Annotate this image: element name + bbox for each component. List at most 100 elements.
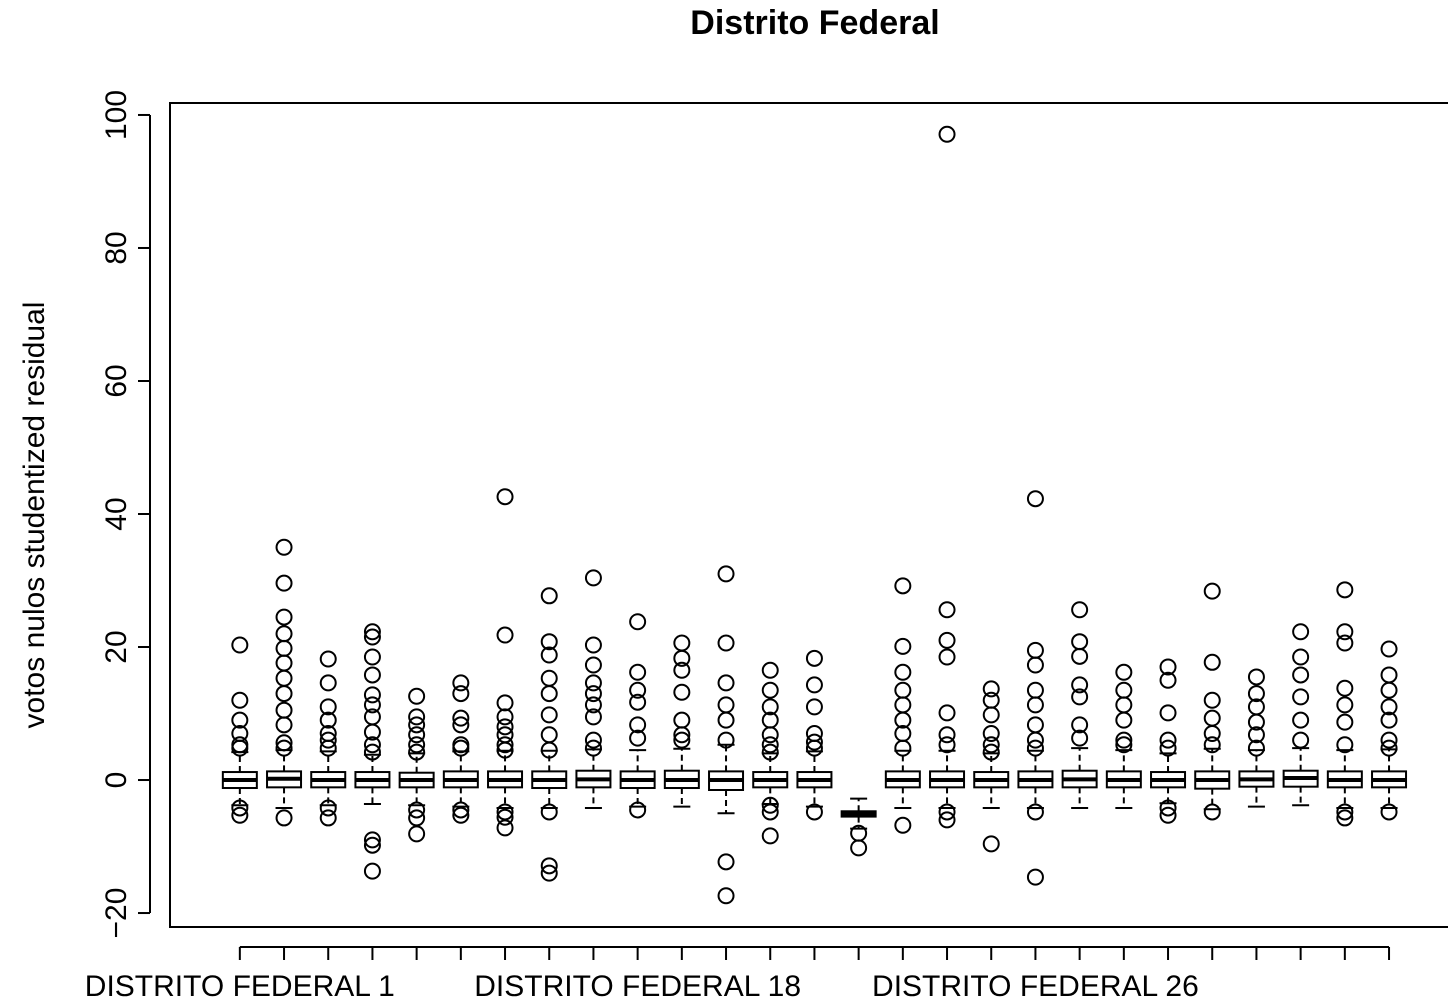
outlier [408,708,426,726]
outlier [452,736,470,754]
outlier [761,827,779,845]
outlier [629,693,647,711]
outlier [673,711,691,729]
outlier [1203,653,1221,671]
outlier [717,711,735,729]
outlier [894,577,912,595]
outlier [1026,681,1044,699]
outlier [673,683,691,701]
outlier [1026,656,1044,674]
outlier [408,687,426,705]
outlier [629,663,647,681]
outlier [1380,698,1398,716]
outlier [894,711,912,729]
outlier [805,724,823,742]
outlier [1159,731,1177,749]
outlier [629,613,647,631]
outlier [408,726,426,744]
outlier [319,799,337,817]
outlier [938,125,956,143]
outlier [452,806,470,824]
outlier [1380,640,1398,658]
outlier [584,636,602,654]
outlier [1203,709,1221,727]
outlier [1336,736,1354,754]
outlier [938,704,956,722]
outlier [805,676,823,694]
x-tick-label: DISTRITO FEDERAL 1 [85,970,395,1003]
outlier [1203,582,1221,600]
outlier [982,706,1000,724]
outlier [1159,806,1177,824]
outlier [1247,713,1265,731]
outlier [584,569,602,587]
outlier [938,803,956,821]
outlier [938,726,956,744]
outlier [717,731,735,749]
outlier [275,625,293,643]
outlier [1159,799,1177,817]
outlier [938,648,956,666]
outlier [761,681,779,699]
outlier [408,801,426,819]
outlier [275,639,293,657]
outlier [982,743,1000,761]
outlier [584,674,602,692]
outlier [540,633,558,651]
outlier [850,839,868,857]
outlier [1292,731,1310,749]
y-tick-label: 0 [100,772,133,789]
outlier [1159,671,1177,689]
outlier [982,691,1000,709]
outlier [982,724,1000,742]
outlier [408,825,426,843]
x-tick-label: DISTRITO FEDERAL 26 [872,970,1199,1003]
outlier [496,819,514,837]
outlier [805,739,823,757]
outlier [1026,739,1044,757]
outlier [761,661,779,679]
outlier [452,685,470,703]
y-tick-label: 60 [100,364,133,397]
y-tick-label: −20 [100,888,133,939]
outlier [1115,731,1133,749]
outlier [231,711,249,729]
outlier [1026,696,1044,714]
outlier [1026,868,1044,886]
outlier [761,743,779,761]
outlier [452,674,470,692]
outlier [363,736,381,754]
outlier [231,636,249,654]
outlier [805,733,823,751]
outlier [1380,731,1398,749]
outlier [231,691,249,709]
outlier [717,674,735,692]
outlier [1336,581,1354,599]
outlier [894,663,912,681]
outlier [938,601,956,619]
outlier [540,726,558,744]
outlier [408,736,426,754]
outlier [1380,666,1398,684]
outlier [275,669,293,687]
outlier [408,743,426,761]
outlier [1203,736,1221,754]
outlier [938,811,956,829]
outlier [629,729,647,747]
outlier [982,835,1000,853]
outlier [894,739,912,757]
outlier [584,696,602,714]
outlier [584,685,602,703]
outlier [319,739,337,757]
outlier [275,685,293,703]
outlier [363,623,381,641]
y-tick-label: 40 [100,497,133,530]
outlier [1292,688,1310,706]
x-tick-label: DISTRITO FEDERAL 18 [474,970,801,1003]
outlier [319,731,337,749]
outlier [363,743,381,761]
outlier [275,734,293,752]
outlier [452,739,470,757]
outlier [452,716,470,734]
